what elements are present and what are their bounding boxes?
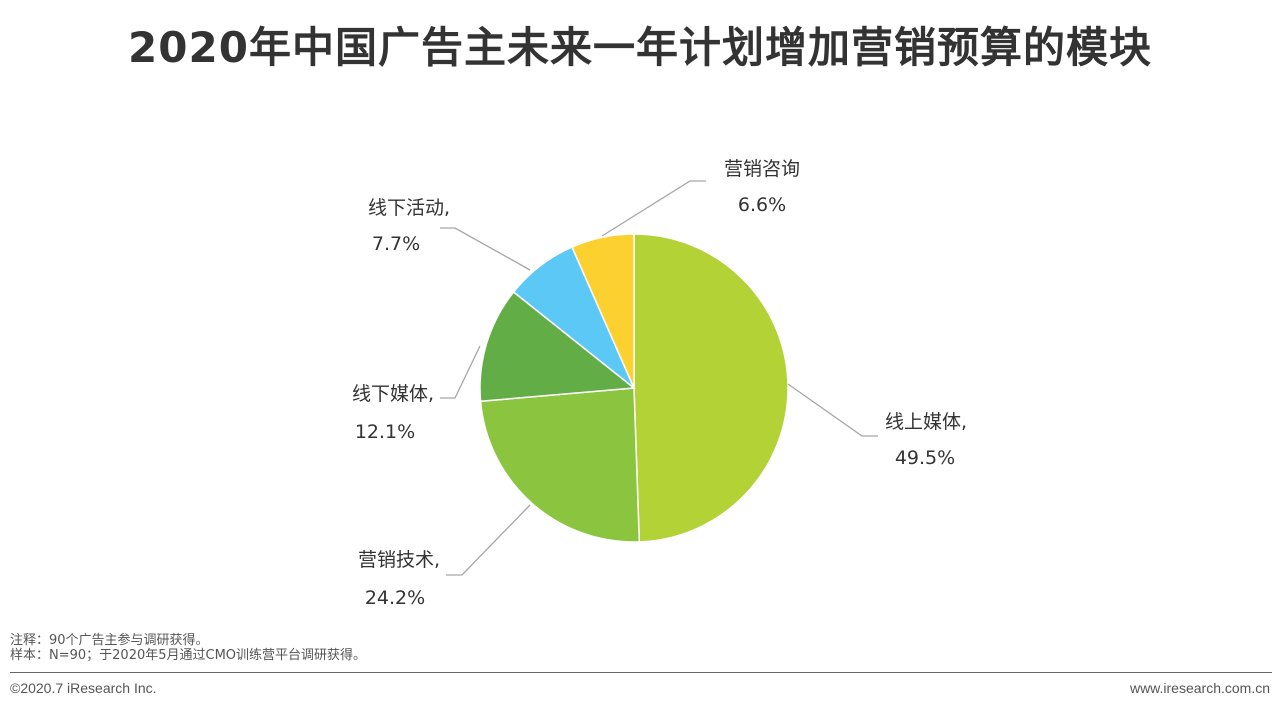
- slice-label-0: 线上媒体,: [885, 411, 967, 433]
- leader-line-1: [446, 504, 531, 576]
- slice-value-2: 12.1%: [355, 421, 415, 443]
- pie-slices: [479, 233, 789, 543]
- slice-label-4: 营销咨询: [724, 158, 800, 180]
- leader-line-0: [787, 383, 878, 437]
- slice-label-3: 线下活动,: [368, 197, 450, 219]
- pie-slice-1: [479, 387, 641, 543]
- footnotes: 注释：90个广告主参与调研获得。 样本：N=90；于2020年5月通过CMO训练…: [10, 633, 366, 663]
- leader-line-4: [601, 180, 706, 237]
- copyright: ©2020.7 iResearch Inc.: [10, 680, 157, 696]
- leader-line-2: [440, 345, 481, 399]
- pie-slice-2: [479, 290, 636, 403]
- slice-value-0: 49.5%: [895, 447, 955, 469]
- slice-label-2: 线下媒体,: [352, 383, 434, 405]
- slice-label-1: 营销技术,: [358, 549, 440, 571]
- slice-labels: 线上媒体, 49.5% 营销技术, 24.2% 线下媒体, 12.1% 线下活动, 7.7% 营…: [352, 158, 967, 609]
- chart-title: 2020年中国广告主未来一年计划增加营销预算的模块: [128, 23, 1152, 72]
- slice-value-1: 24.2%: [365, 587, 425, 609]
- sample-text: 样本：N=90；于2020年5月通过CMO训练营平台调研获得。: [10, 648, 367, 663]
- slice-value-4: 6.6%: [738, 194, 786, 216]
- website-link[interactable]: www.iresearch.com.cn: [1129, 680, 1270, 696]
- pie-slice-0: [633, 233, 789, 543]
- note-text: 注释：90个广告主参与调研获得。: [10, 633, 209, 648]
- leader-lines: [440, 180, 878, 576]
- pie-slice-4: [571, 233, 635, 389]
- footer-divider: [10, 672, 1272, 673]
- slice-value-3: 7.7%: [372, 233, 420, 255]
- leader-line-3: [440, 227, 531, 271]
